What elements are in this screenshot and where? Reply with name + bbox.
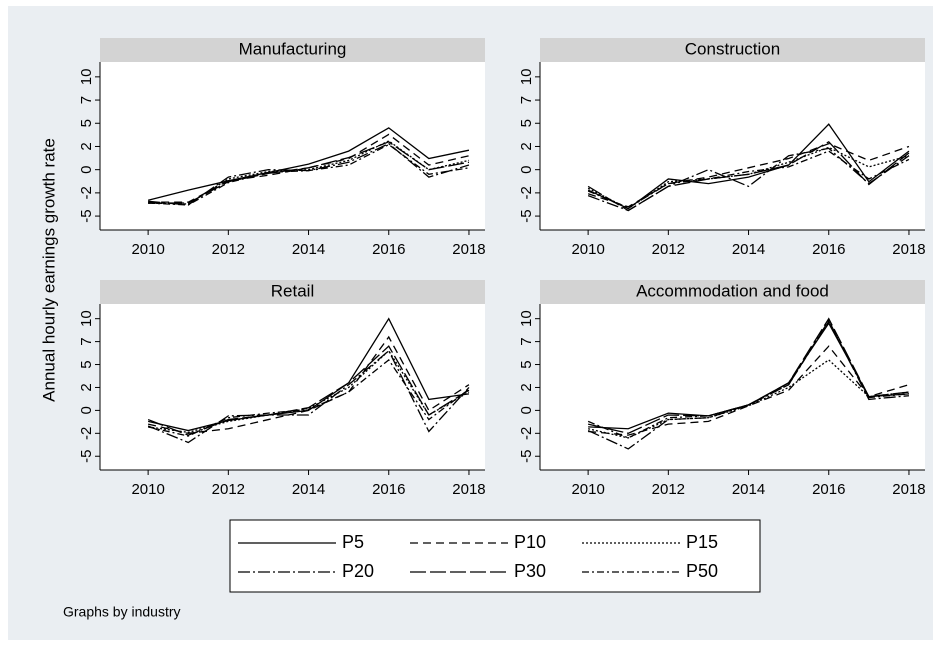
- series-line: [147, 345, 470, 436]
- plot-area: [540, 304, 925, 470]
- series-line: [587, 147, 910, 212]
- y-tick-label: 2: [518, 383, 535, 391]
- series-line: [588, 345, 910, 436]
- x-tick-label: 2016: [372, 481, 405, 498]
- x-tick-label: 2018: [452, 481, 485, 498]
- series-line: [148, 140, 470, 205]
- series-line: [587, 320, 910, 439]
- series-line: [147, 127, 470, 201]
- note: Graphs by industry: [63, 604, 181, 620]
- x-tick-label: 2018: [452, 241, 485, 258]
- x-tick-label: 2010: [571, 241, 604, 258]
- plot-area: [540, 62, 925, 230]
- plot-area: [100, 304, 485, 470]
- y-tick-label: 0: [518, 406, 535, 414]
- legend-box: [229, 519, 761, 593]
- legend-label: P15: [686, 532, 718, 552]
- y-tick-label: 7: [78, 337, 95, 345]
- x-tick-label: 2018: [892, 481, 925, 498]
- panel-title: Construction: [685, 39, 780, 58]
- y-tick-label: 2: [78, 383, 95, 391]
- legend-label: P30: [514, 561, 546, 581]
- x-tick-label: 2014: [732, 241, 765, 258]
- x-tick-label: 2016: [812, 481, 845, 498]
- legend-label: P20: [342, 561, 374, 581]
- series-line: [148, 141, 470, 204]
- series-line: [587, 150, 910, 209]
- y-tick-label: 7: [518, 96, 535, 104]
- y-tick-label: 10: [518, 69, 535, 86]
- y-tick-label: -5: [518, 209, 535, 222]
- x-tick-label: 2014: [292, 241, 325, 258]
- x-tick-label: 2012: [652, 481, 685, 498]
- x-tick-label: 2016: [812, 241, 845, 258]
- y-tick-label: 5: [518, 360, 535, 368]
- series-line: [148, 143, 470, 206]
- series-line: [147, 358, 470, 437]
- y-tick-label: 0: [518, 165, 535, 173]
- y-tick-label: -2: [518, 427, 535, 440]
- series-line: [147, 335, 470, 434]
- panel-title-strip: [100, 38, 485, 62]
- y-tick-label: -5: [518, 450, 535, 463]
- x-tick-label: 2010: [131, 481, 164, 498]
- y-tick-label: 10: [78, 310, 95, 327]
- x-tick-label: 2018: [892, 241, 925, 258]
- panel-title-strip: [540, 38, 925, 62]
- y-tick-label: 5: [518, 119, 535, 127]
- y-tick-label: -2: [518, 186, 535, 199]
- y-tick-label: 5: [78, 360, 95, 368]
- panel-title: Accommodation and food: [636, 281, 829, 300]
- y-tick-label: 7: [78, 96, 95, 104]
- y-tick-label: -2: [78, 186, 95, 199]
- y-tick-label: -5: [78, 450, 95, 463]
- plot-area: [100, 62, 485, 230]
- legend-label: P50: [686, 561, 718, 581]
- y-tick-label: 10: [518, 310, 535, 327]
- panel-title-strip: [100, 280, 485, 304]
- x-tick-label: 2012: [212, 481, 245, 498]
- x-tick-label: 2012: [212, 241, 245, 258]
- legend-label: P10: [514, 532, 546, 552]
- series-line: [587, 359, 910, 439]
- y-tick-label: 5: [78, 119, 95, 127]
- y-axis-title: Annual hourly earnings growth rate: [39, 138, 58, 402]
- y-tick-label: -5: [78, 209, 95, 222]
- panel-title: Manufacturing: [239, 39, 347, 58]
- legend-label: P5: [342, 532, 364, 552]
- x-tick-label: 2014: [732, 481, 765, 498]
- y-tick-label: 10: [78, 69, 95, 86]
- x-tick-label: 2014: [292, 481, 325, 498]
- y-tick-label: 2: [78, 142, 95, 150]
- x-tick-label: 2016: [372, 241, 405, 258]
- y-tick-label: -2: [78, 427, 95, 440]
- series-line: [148, 349, 470, 434]
- x-tick-label: 2010: [571, 481, 604, 498]
- x-tick-label: 2010: [131, 241, 164, 258]
- panel-title: Retail: [271, 281, 314, 300]
- y-tick-label: 0: [78, 165, 95, 173]
- series-line: [147, 349, 470, 444]
- x-tick-label: 2012: [652, 241, 685, 258]
- y-tick-label: 7: [518, 337, 535, 345]
- y-tick-label: 0: [78, 406, 95, 414]
- y-tick-label: 2: [518, 142, 535, 150]
- panel-title-strip: [540, 280, 925, 304]
